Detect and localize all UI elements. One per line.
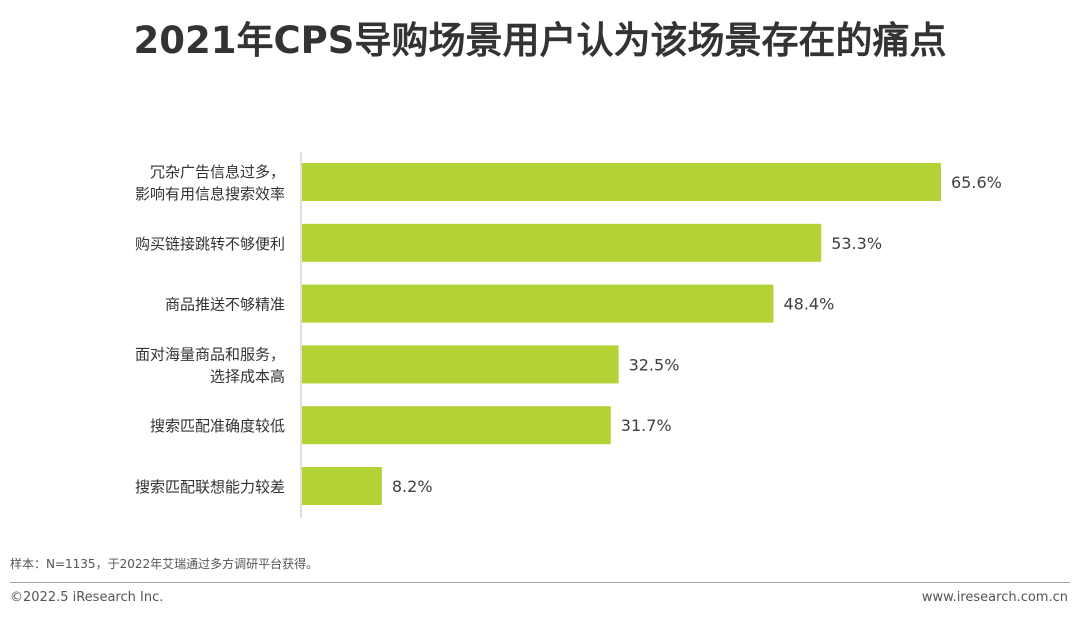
value-label: 31.7% xyxy=(621,416,672,435)
category-label: 面对海量商品和服务， xyxy=(135,345,285,363)
sample-note: 样本：N=1135，于2022年艾瑞通过多方调研平台获得。 xyxy=(10,557,319,571)
bar xyxy=(302,284,774,323)
bar-chart: 65.6% 冗杂广告信息过多， 影响有用信息搜索效率 53.3% 购买链接跳转不够便利 4… xyxy=(135,152,1002,518)
bar xyxy=(302,467,382,505)
bar xyxy=(302,406,611,445)
chart-title: 2021年CPS导购场景用户认为该场景存在的痛点 xyxy=(133,19,947,62)
category-label: 选择成本高 xyxy=(210,367,285,385)
category-label: 商品推送不够精准 xyxy=(165,296,285,314)
category-label: 影响有用信息搜索效率 xyxy=(135,185,285,203)
website-link[interactable]: www.iresearch.com.cn xyxy=(921,590,1068,605)
value-label: 65.6% xyxy=(951,173,1002,192)
footer-divider xyxy=(10,582,1070,583)
bar xyxy=(302,223,822,262)
bar xyxy=(302,163,941,201)
value-label: 8.2% xyxy=(392,477,433,496)
value-label: 53.3% xyxy=(831,234,882,253)
value-label: 32.5% xyxy=(629,355,680,374)
value-label: 48.4% xyxy=(783,295,834,314)
category-label: 冗杂广告信息过多， xyxy=(150,163,285,181)
copyright-text: ©2022.5 iResearch Inc. xyxy=(10,590,164,605)
category-label: 购买链接跳转不够便利 xyxy=(135,235,285,253)
category-label: 搜索匹配联想能力较差 xyxy=(135,478,285,496)
category-label: 搜索匹配准确度较低 xyxy=(150,417,285,435)
bar xyxy=(302,345,619,384)
